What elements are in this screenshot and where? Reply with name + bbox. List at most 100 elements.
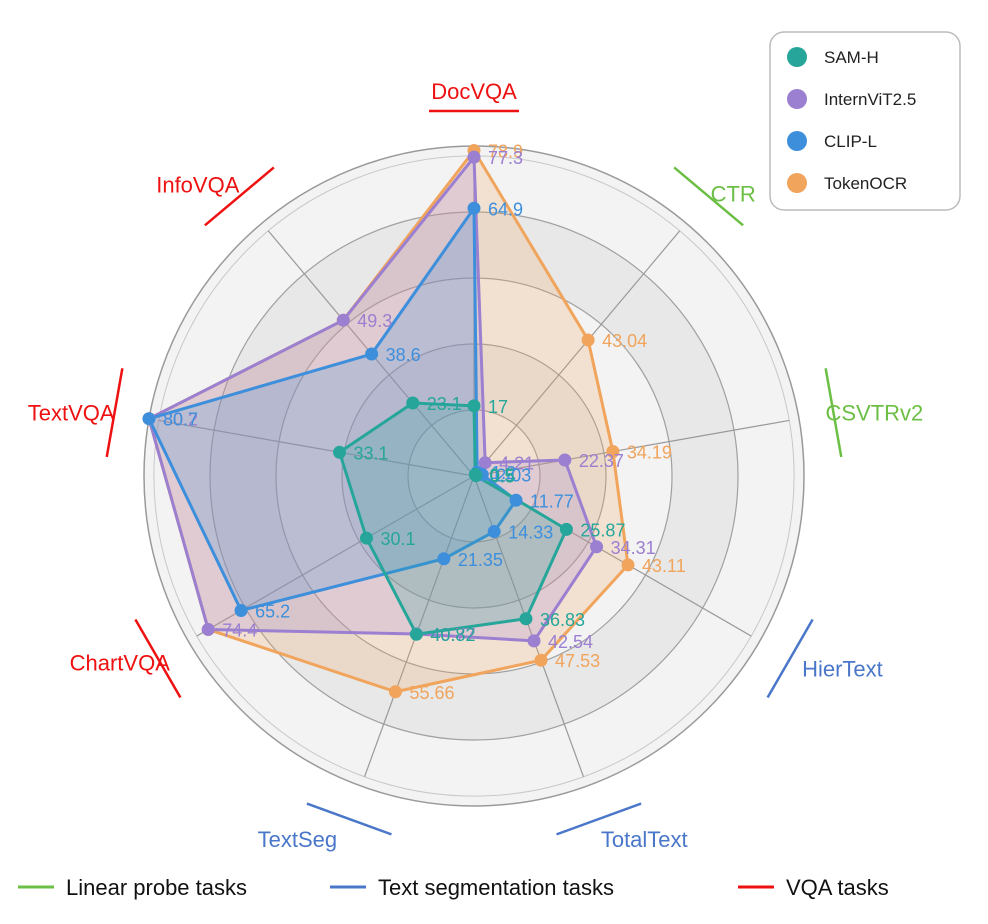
legend-swatch bbox=[787, 47, 807, 67]
value-label: 34.31 bbox=[611, 538, 656, 558]
axis-spoke bbox=[473, 230, 681, 477]
axis-label-ctr: CTR bbox=[711, 181, 756, 206]
value-label: 0.5 bbox=[489, 465, 514, 485]
task-group-label: VQA tasks bbox=[786, 875, 889, 900]
data-point bbox=[409, 627, 423, 641]
value-label: 11.77 bbox=[530, 491, 574, 511]
legend-swatch bbox=[787, 89, 807, 109]
value-label: 40.82 bbox=[430, 625, 475, 645]
data-point bbox=[527, 634, 541, 648]
legend-box bbox=[769, 31, 961, 211]
data-point bbox=[487, 525, 501, 539]
data-point bbox=[333, 445, 347, 459]
axis-label-csvtrv2: CSVTRv2 bbox=[825, 401, 923, 426]
data-point bbox=[365, 347, 379, 361]
value-label: 43.11 bbox=[642, 556, 686, 576]
axis-label-infovqa: InfoVQA bbox=[156, 172, 239, 197]
value-label: 43.04 bbox=[602, 331, 647, 351]
legend-label: CLIP-L bbox=[824, 132, 877, 151]
legend-label: TokenOCR bbox=[824, 174, 907, 193]
value-label: 55.66 bbox=[409, 683, 454, 703]
axis-marker bbox=[134, 618, 182, 699]
data-point bbox=[437, 552, 451, 566]
task-group-label: Text segmentation tasks bbox=[378, 875, 614, 900]
task-group-label: Linear probe tasks bbox=[66, 875, 247, 900]
legend-swatch bbox=[787, 131, 807, 151]
data-point bbox=[581, 333, 595, 347]
value-label: 65.2 bbox=[255, 601, 290, 621]
value-label: 23.1 bbox=[427, 394, 462, 414]
data-point bbox=[621, 558, 635, 572]
value-label: 80.7 bbox=[163, 410, 198, 430]
series-areas bbox=[147, 149, 630, 694]
value-label: 64.9 bbox=[488, 199, 523, 219]
data-point bbox=[388, 685, 402, 699]
data-point bbox=[467, 399, 481, 413]
series-legend: SAM-H InternViT2.5 CLIP-L TokenOCR bbox=[769, 31, 961, 211]
value-labels: 78.9 43.04 34.19 43.11 47.53 55.66 77.3 4.21 22.… bbox=[163, 142, 686, 703]
axis-labels: DocVQA CTR CSVTRv2 HierText TotalText TextSeg… bbox=[28, 79, 924, 852]
series-area bbox=[147, 155, 599, 643]
value-label: 40.77 bbox=[430, 625, 475, 645]
value-label: 21.35 bbox=[458, 550, 503, 570]
legend-label: SAM-H bbox=[824, 48, 879, 67]
value-label: 22.37 bbox=[579, 451, 624, 471]
value-label: 33.1 bbox=[354, 443, 389, 463]
value-label: 47.53 bbox=[555, 651, 600, 671]
value-label: 38.6 bbox=[386, 345, 421, 365]
axis-label-docvqa: DocVQA bbox=[431, 79, 517, 104]
value-label: 0.5 bbox=[490, 467, 515, 487]
axis-label-chartvqa: ChartVQA bbox=[70, 651, 171, 676]
data-point bbox=[406, 396, 420, 410]
axis-spoke bbox=[473, 419, 790, 477]
value-label: 17 bbox=[488, 397, 508, 417]
data-point bbox=[234, 603, 248, 617]
axis-marker bbox=[306, 802, 392, 836]
data-point bbox=[467, 150, 481, 164]
task-group-legend: Linear probe tasks Text segmentation task… bbox=[18, 875, 889, 900]
legend-label: InternViT2.5 bbox=[824, 90, 916, 109]
value-label: 36.83 bbox=[540, 610, 585, 630]
axis-marker bbox=[204, 166, 275, 227]
data-point bbox=[201, 622, 215, 636]
axis-spoke bbox=[363, 475, 475, 778]
data-point bbox=[519, 612, 533, 626]
data-point bbox=[359, 531, 373, 545]
value-label: 34.19 bbox=[627, 443, 672, 463]
data-point bbox=[606, 445, 620, 459]
axis-label-textvqa: TextVQA bbox=[28, 401, 115, 426]
axis-marker bbox=[766, 618, 814, 699]
data-point bbox=[478, 456, 492, 470]
legend-swatch bbox=[787, 173, 807, 193]
axis-label-textseg: TextSeg bbox=[258, 827, 338, 852]
data-point bbox=[558, 453, 572, 467]
value-label: 1.2 bbox=[491, 463, 516, 483]
value-label: 25.87 bbox=[580, 520, 625, 540]
data-point bbox=[336, 313, 350, 327]
axis-label-hiertext: HierText bbox=[802, 657, 883, 682]
data-point bbox=[142, 412, 156, 426]
value-label: 2.03 bbox=[496, 466, 531, 486]
axis-spoke bbox=[158, 419, 475, 477]
data-point bbox=[467, 201, 481, 215]
value-label: 30.1 bbox=[380, 529, 415, 549]
data-point bbox=[534, 653, 548, 667]
value-label: 80.2 bbox=[163, 410, 198, 430]
series-points bbox=[142, 144, 635, 699]
axis-marker bbox=[824, 368, 843, 458]
value-label: 74.4 bbox=[222, 620, 257, 640]
data-point bbox=[509, 493, 523, 507]
axis-marker bbox=[105, 368, 124, 458]
data-point bbox=[469, 469, 483, 483]
value-label: 4.21 bbox=[499, 454, 534, 474]
axis-label-totaltext: TotalText bbox=[601, 827, 688, 852]
value-label: 14.33 bbox=[508, 523, 553, 543]
value-label: 49.3 bbox=[357, 311, 392, 331]
data-point bbox=[559, 522, 573, 536]
data-point bbox=[590, 540, 604, 554]
value-label: 77.3 bbox=[488, 148, 523, 168]
value-label: 42.54 bbox=[548, 632, 593, 652]
value-label: 78.9 bbox=[488, 142, 523, 162]
axis-marker bbox=[556, 802, 642, 836]
